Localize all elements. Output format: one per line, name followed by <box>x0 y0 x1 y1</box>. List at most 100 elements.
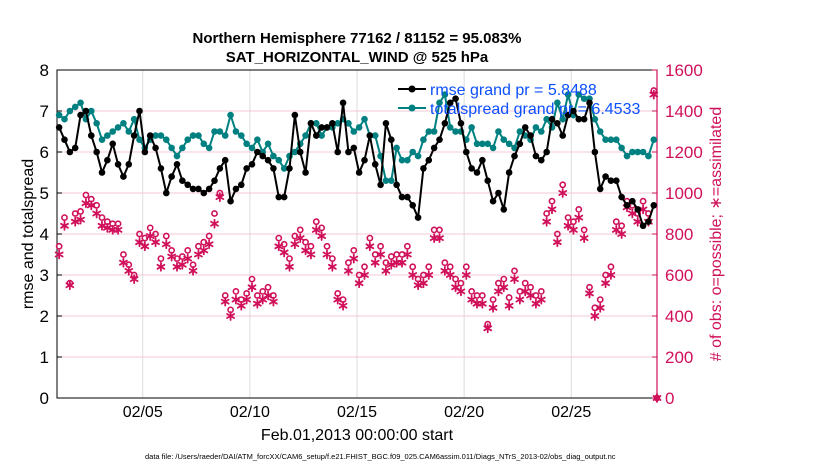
totalspread-point <box>189 132 197 139</box>
rmse-point <box>302 169 309 176</box>
rmse-point <box>146 132 154 139</box>
rmse-point <box>414 214 422 221</box>
y-tick-label: 1 <box>40 348 49 367</box>
rmse-point <box>136 107 143 115</box>
rmse-point <box>200 189 208 197</box>
totalspread-point <box>275 156 283 164</box>
obs-possible-point <box>146 224 154 232</box>
totalspread-point <box>61 115 68 123</box>
totalspread-point <box>532 124 540 131</box>
obs-assimilated-point <box>477 298 487 309</box>
obs-possible-point <box>436 226 443 234</box>
rmse-point <box>77 111 84 119</box>
totalspread-point <box>179 144 186 152</box>
obs-assimilated-point <box>510 274 519 284</box>
obs-possible-point <box>559 181 567 189</box>
obs-possible-point <box>489 296 497 303</box>
rmse-point <box>184 181 192 189</box>
obs-assimilated-point <box>542 216 552 227</box>
rmse-point <box>650 202 658 209</box>
obs-possible-point <box>157 255 165 262</box>
obs-possible-point <box>446 263 454 271</box>
obs-possible-point <box>403 242 411 250</box>
obs-assimilated-point <box>327 261 337 272</box>
rmse-point <box>500 206 508 213</box>
obs-assimilated-point <box>488 302 498 313</box>
totalspread-point <box>420 136 427 143</box>
obs-assimilated-point <box>633 216 643 227</box>
totalspread-point <box>302 132 309 139</box>
obs-possible-point <box>543 210 551 217</box>
rmse-point <box>291 111 299 119</box>
totalspread-point <box>511 144 518 152</box>
rmse-point <box>495 189 502 197</box>
obs-assimilated-point <box>81 198 91 209</box>
obs-possible-point <box>570 218 577 226</box>
obs-assimilated-point <box>290 239 300 250</box>
rmse-point <box>489 197 497 205</box>
obs-possible-point <box>93 201 101 209</box>
obs-possible-point <box>345 259 352 267</box>
rmse-point <box>425 156 433 164</box>
rmse-point <box>232 185 240 193</box>
obs-assimilated-point <box>424 270 434 280</box>
rmse-point <box>189 185 197 193</box>
rmse-point <box>205 185 213 193</box>
y-tick-label: 7 <box>40 102 49 121</box>
rmse-point <box>479 156 486 164</box>
obs-assimilated-point <box>483 323 493 334</box>
rmse-point <box>211 177 218 184</box>
obs-possible-point <box>195 242 202 250</box>
obs-assimilated-point <box>317 231 327 241</box>
obs-assimilated-point <box>156 261 166 272</box>
obs-assimilated-point <box>370 257 380 268</box>
rmse-point <box>441 120 449 127</box>
rmse-point <box>382 120 390 127</box>
totalspread-point <box>473 140 481 148</box>
obs-assimilated-point <box>285 261 294 272</box>
rmse-point <box>436 136 443 143</box>
obs-possible-point <box>350 246 358 254</box>
obs-assimilated-point <box>113 225 123 235</box>
obs-possible-point <box>393 251 401 258</box>
obs-possible-point <box>232 287 240 295</box>
obs-assimilated-point <box>445 270 455 280</box>
rmse-point <box>575 115 583 123</box>
totalspread-point <box>623 152 631 160</box>
totalspread-point <box>254 136 261 143</box>
obs-assimilated-point <box>569 225 578 235</box>
obs-possible-point <box>553 230 561 238</box>
rmse-point <box>93 148 100 156</box>
rmse-point <box>248 161 256 168</box>
rmse-point <box>623 202 631 209</box>
totalspread-point <box>607 136 615 143</box>
totalspread-point <box>350 128 358 135</box>
obs-assimilated-point <box>349 253 359 264</box>
obs-possible-point <box>639 197 647 205</box>
totalspread-point <box>414 152 422 160</box>
y-right-tick-label: 1000 <box>665 184 703 203</box>
totalspread-point <box>495 128 502 135</box>
rmse-point <box>404 193 411 201</box>
obs-possible-point <box>307 242 315 250</box>
obs-assimilated-point <box>558 188 568 198</box>
totalspread-point <box>468 124 475 131</box>
totalspread-point <box>232 128 240 135</box>
rmse-point <box>521 124 529 131</box>
rmse-point <box>296 148 304 156</box>
y-tick-label: 6 <box>40 143 49 162</box>
x-tick-label: 02/15 <box>337 404 377 421</box>
totalspread-point <box>393 144 400 152</box>
y-tick-label: 0 <box>40 389 49 408</box>
y-axis-label-right: # of obs: o=possible; ∗=assimilated <box>708 107 725 361</box>
obs-possible-point <box>55 242 63 250</box>
rmse-point <box>409 202 417 209</box>
obs-possible-point <box>457 279 465 287</box>
totalspread-point <box>639 148 647 156</box>
obs-assimilated-point <box>124 266 134 276</box>
totalspread-point <box>221 132 229 139</box>
totalspread-point <box>125 128 133 135</box>
obs-assimilated-point <box>86 200 96 211</box>
obs-possible-point <box>468 287 476 295</box>
